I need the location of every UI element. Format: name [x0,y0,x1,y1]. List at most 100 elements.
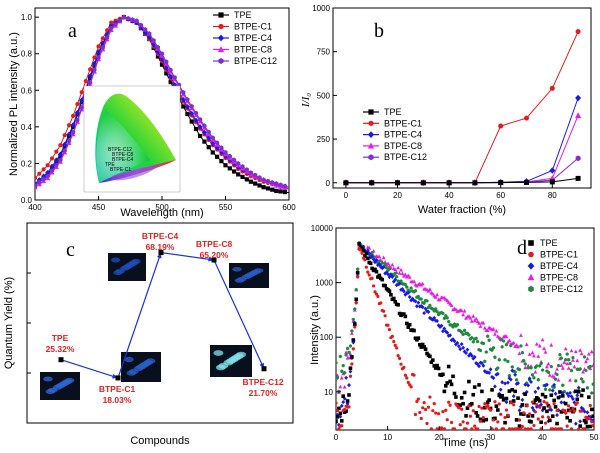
panel-b-frame [332,7,592,189]
panel-d-point-btpe-c1 [559,427,563,430]
panel-d-point-btpe-c4 [495,371,500,377]
panel-d-point-btpe-c4 [377,262,382,267]
panel-d-point-btpe-c1 [442,427,446,430]
panel-d-point-tpe [572,407,577,412]
panel-d-legend-marker-btpe-c1 [528,251,534,258]
panel-d-point-btpe-c8 [569,348,574,353]
panel-d-point-btpe-c12 [519,344,523,348]
panel-d-point-tpe [374,269,379,274]
panel-d-point-btpe-c1 [499,412,503,416]
panel-d-point-btpe-c8 [468,315,473,320]
panel-d-point-btpe-c8 [571,358,575,362]
panel-d-point-tpe [352,322,357,327]
panel-a-point-tpe [219,159,224,164]
panel-d-point-btpe-c4 [468,351,473,356]
panel-d-point-tpe [576,389,581,394]
panel-d-point-btpe-c12 [347,350,351,355]
panel-d-point-btpe-c8 [532,353,536,358]
panel-d-point-btpe-c8 [399,267,403,272]
panel-d-point-btpe-c4 [459,342,464,347]
panel-d-legend-marker-btpe-c4 [527,262,535,270]
panel-d-point-btpe-c8 [390,262,395,267]
panel-a-point-tpe [265,186,271,191]
panel-a-legend-label-btpe-c1: BTPE-C1 [234,22,272,32]
panel-d-legend-marker-btpe-c8 [527,273,535,281]
panel-d-point-btpe-c4 [536,386,541,391]
panel-d-point-btpe-c8 [400,271,405,276]
panel-d-point-btpe-c8 [461,312,466,317]
panel-d-point-btpe-c12 [591,382,594,386]
panel-d-point-btpe-c1 [351,347,355,351]
panel-d-point-tpe [559,410,564,414]
panel-b-point-tpe [420,180,426,186]
panel-d-point-btpe-c4 [469,353,474,358]
panel-a-point-btpe-c1 [75,101,80,107]
panel-d-point-btpe-c1 [379,301,383,305]
panel-c-label-value-btpe-c12: 21.70% [249,388,278,398]
panel-d-point-btpe-c4 [414,304,419,309]
panel-b-ytick-label: 250 [317,135,331,144]
panel-d-point-btpe-c1 [497,402,501,406]
panel-d-point-btpe-c12 [470,336,474,340]
panel-d-point-btpe-c8 [477,321,481,325]
panel-d-point-tpe [494,404,499,408]
panel-b-aie-curves: 0 20 40 60 80 0 250 500 750 1000 Water fraction (… [300,4,592,216]
panel-d-point-tpe [589,407,594,412]
panel-d-point-btpe-c1 [376,294,380,299]
panel-a-point-btpe-c12 [58,157,63,163]
panel-d-point-btpe-c8 [543,349,548,354]
panel-d-point-btpe-c8 [573,349,578,354]
panel-d-point-tpe [575,397,580,402]
panel-d-point-btpe-c1 [396,354,400,358]
panel-d-point-btpe-c12 [481,341,485,346]
panel-d-point-btpe-c1 [367,273,371,277]
panel-d-point-btpe-c1 [358,248,363,252]
panel-a-xlabel: Wavelength (nm) [120,207,203,219]
panel-d-point-btpe-c12 [526,366,530,370]
panel-d-point-tpe [545,409,549,414]
panel-d-point-btpe-c12 [530,373,535,377]
panel-d-point-btpe-c12 [474,336,478,341]
panel-d-point-btpe-c4 [338,414,343,419]
panel-d-point-btpe-c12 [393,271,397,276]
panel-d-point-tpe [454,395,458,399]
panel-d-point-btpe-c12 [548,388,552,392]
panel-d-point-btpe-c12 [561,383,565,388]
panel-d-point-btpe-c8 [407,275,412,279]
panel-d-point-btpe-c12 [419,297,423,301]
panel-d-point-btpe-c1 [504,408,509,412]
panel-d-point-btpe-c1 [467,404,471,408]
panel-d-point-btpe-c1 [395,346,399,350]
panel-d-point-btpe-c12 [476,339,480,344]
panel-d-point-btpe-c1 [390,334,394,338]
panel-d-point-btpe-c1 [473,424,477,428]
panel-a-point-btpe-c12 [278,182,283,188]
panel-d-point-tpe [581,388,585,392]
panel-b-ylabel: I/I₀ [300,93,312,108]
panel-a-pl-spectra: 400 450 500 550 600 0.0 0.2 0.4 0.6 0.8 1.0 Wavele… [8,7,296,219]
panel-a-point-btpe-c4 [180,96,186,103]
panel-d-point-btpe-c1 [418,410,422,415]
panel-d-point-btpe-c4 [490,374,494,380]
panel-d-point-tpe [542,406,546,410]
panel-a-point-btpe-c12 [189,103,194,109]
panel-a-point-btpe-c12 [164,59,169,65]
panel-d-point-btpe-c1 [432,402,436,406]
panel-b-letter: b [374,20,384,42]
panel-d-point-btpe-c1 [488,408,493,412]
panel-d-point-btpe-c4 [445,330,450,335]
panel-d-point-btpe-c8 [555,366,559,371]
panel-d-point-tpe [339,419,344,423]
panel-d-point-btpe-c1 [445,418,449,422]
panel-d-point-btpe-c12 [507,373,511,378]
panel-d-point-btpe-c8 [585,356,590,361]
panel-d-point-btpe-c1 [555,409,559,413]
panel-b-point-btpe-c4 [549,167,556,174]
panel-a-point-btpe-c12 [265,178,270,184]
panel-d-point-tpe [558,390,562,394]
panel-d-point-tpe [552,398,556,403]
panel-d-point-btpe-c12 [515,378,519,382]
panel-d-point-btpe-c4 [510,368,515,373]
panel-d-point-btpe-c4 [576,385,581,390]
